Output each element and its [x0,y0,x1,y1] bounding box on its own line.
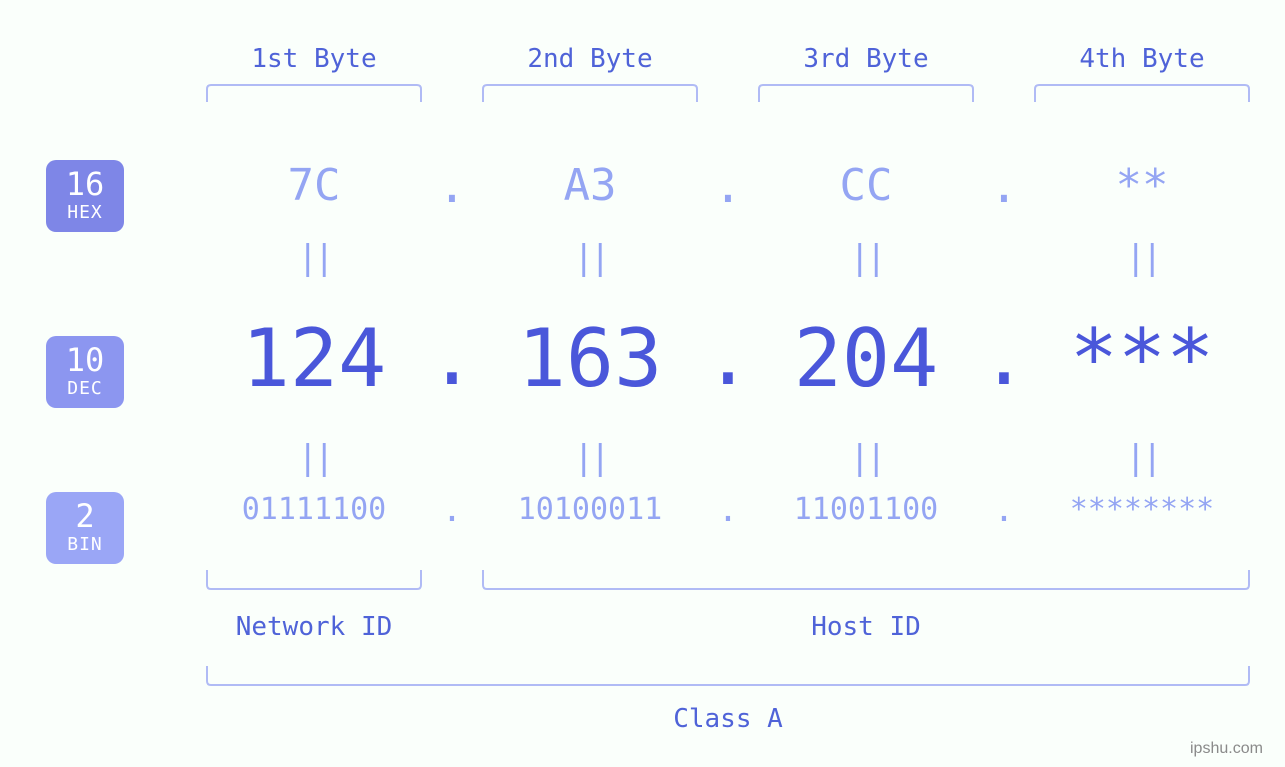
byte-header-2: 2nd Byte [476,44,704,74]
hex-badge: 16 HEX [46,160,124,232]
bin-label: BIN [46,536,124,554]
dec-byte-2: 163 [476,312,704,405]
eq-hex-dec-2: || [476,238,704,278]
dec-badge: 10 DEC [46,336,124,408]
bin-byte-2: 10100011 [476,492,704,527]
bin-sep-2: . [704,490,752,530]
hex-byte-4: ** [1028,160,1256,211]
credit-text: ipshu.com [1190,740,1263,758]
eq-hex-dec-4: || [1028,238,1256,278]
dec-byte-4: *** [1028,312,1256,405]
host-id-label: Host ID [482,612,1250,642]
bin-byte-1: 01111100 [200,492,428,527]
dec-base: 10 [46,344,124,376]
network-id-bracket [206,570,422,590]
bin-byte-4: ******** [1028,492,1256,527]
hex-byte-2: A3 [476,160,704,211]
bin-base: 2 [46,500,124,532]
top-bracket-4 [1034,84,1250,102]
ip-diagram: 1st Byte 2nd Byte 3rd Byte 4th Byte 16 H… [0,0,1285,767]
hex-sep-2: . [704,158,752,214]
dec-byte-3: 204 [752,312,980,405]
class-label: Class A [206,704,1250,734]
top-bracket-3 [758,84,974,102]
hex-label: HEX [46,204,124,222]
bin-badge: 2 BIN [46,492,124,564]
dec-byte-1: 124 [200,312,428,405]
eq-dec-bin-3: || [752,438,980,478]
hex-byte-1: 7C [200,160,428,211]
eq-hex-dec-3: || [752,238,980,278]
top-bracket-1 [206,84,422,102]
hex-sep-1: . [428,158,476,214]
bin-byte-3: 11001100 [752,492,980,527]
eq-dec-bin-4: || [1028,438,1256,478]
eq-dec-bin-1: || [200,438,428,478]
dec-label: DEC [46,380,124,398]
top-bracket-2 [482,84,698,102]
hex-byte-3: CC [752,160,980,211]
byte-header-4: 4th Byte [1028,44,1256,74]
class-bracket [206,666,1250,686]
eq-hex-dec-1: || [200,238,428,278]
byte-header-1: 1st Byte [200,44,428,74]
dec-sep-2: . [704,313,752,403]
host-id-bracket [482,570,1250,590]
network-id-label: Network ID [200,612,428,642]
bin-sep-3: . [980,490,1028,530]
byte-header-3: 3rd Byte [752,44,980,74]
bin-sep-1: . [428,490,476,530]
hex-base: 16 [46,168,124,200]
dec-sep-1: . [428,313,476,403]
dec-sep-3: . [980,313,1028,403]
hex-sep-3: . [980,158,1028,214]
eq-dec-bin-2: || [476,438,704,478]
